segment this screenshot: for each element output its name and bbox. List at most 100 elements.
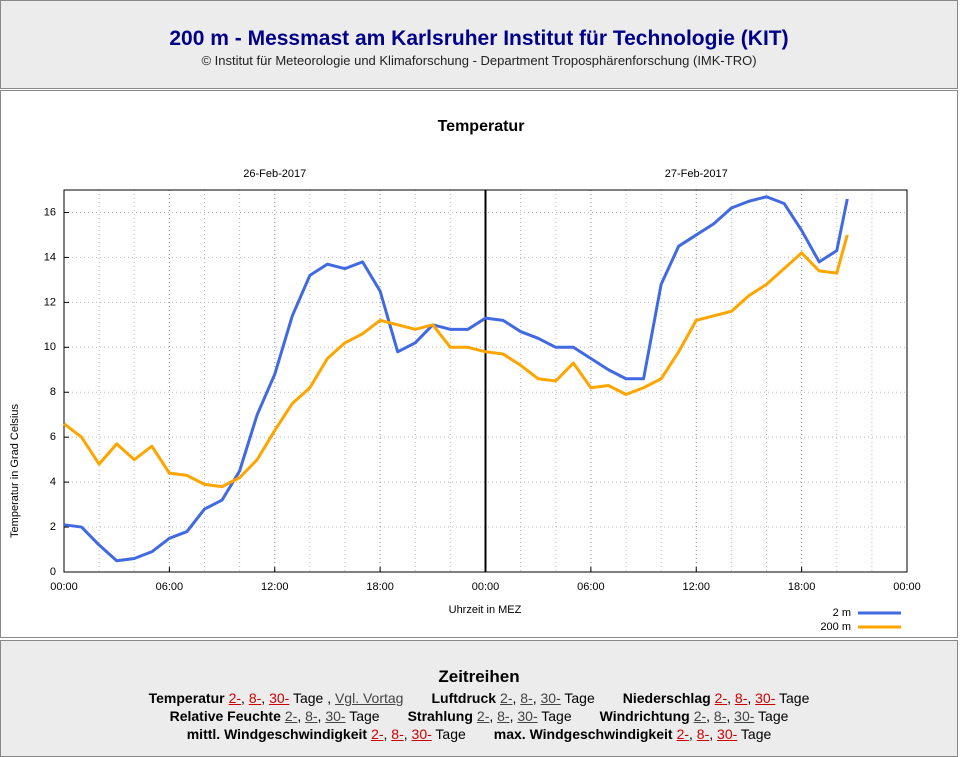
date-label: 26-Feb-2017 — [243, 168, 306, 180]
separator: , — [689, 726, 693, 742]
time-range-link[interactable]: 2- — [284, 708, 298, 724]
plot-frame — [63, 189, 908, 573]
time-range-link[interactable]: 2- — [228, 690, 242, 706]
y-tick-label: 12 — [44, 296, 56, 308]
link-label: Relative Feuchte — [169, 708, 281, 724]
x-tick-label: 12:00 — [261, 581, 289, 593]
separator: , — [241, 690, 245, 706]
link-label: Strahlung — [407, 708, 473, 724]
time-range-link[interactable]: 8- — [520, 690, 533, 706]
time-range-link[interactable]: 2- — [476, 708, 490, 724]
link-item: Strahlung 2-, 8-, 30- Tage — [408, 708, 572, 724]
y-tick-label: 10 — [44, 341, 56, 353]
link-item: Niederschlag 2-, 8-, 30- Tage — [623, 690, 810, 706]
legend-label: 200 m — [820, 621, 851, 633]
time-range-link[interactable]: 8- — [497, 708, 510, 724]
time-range-link[interactable]: 30- — [325, 708, 346, 724]
separator: , — [403, 726, 408, 742]
links-panel: Zeitreihen Temperatur 2-, 8-, 30- Tage , … — [0, 640, 958, 757]
time-range-link[interactable]: 30- — [734, 708, 755, 724]
link-rows: Temperatur 2-, 8-, 30- Tage , Vgl. Vortag… — [1, 689, 957, 743]
separator: , — [261, 690, 266, 706]
separator: , — [726, 708, 731, 724]
header: 200 m - Messmast am Karlsruher Institut … — [0, 0, 958, 89]
x-tick-label: 06:00 — [577, 581, 605, 593]
links-title: Zeitreihen — [438, 667, 520, 686]
y-tick-label: 0 — [50, 566, 56, 578]
separator: , — [509, 708, 514, 724]
separator: , — [383, 726, 388, 742]
separator: , — [532, 690, 537, 706]
link-item: max. Windgeschwindigkeit 2-, 8-, 30- Tage — [494, 726, 772, 742]
separator: , — [489, 708, 494, 724]
separator: , — [297, 708, 302, 724]
separator: , — [747, 690, 752, 706]
link-label: Luftdruck — [431, 690, 497, 706]
x-tick-label: 00:00 — [893, 581, 921, 593]
time-range-link[interactable]: 2- — [714, 690, 728, 706]
time-range-link[interactable]: 8- — [305, 708, 318, 724]
link-item: Windrichtung 2-, 8-, 30- Tage — [600, 708, 789, 724]
page-title: 200 m - Messmast am Karlsruher Institut … — [169, 27, 789, 50]
x-tick-label: 00:00 — [50, 581, 78, 593]
x-tick-label: 00:00 — [472, 581, 500, 593]
y-axis-label: Temperatur in Grad Celsius — [9, 404, 21, 538]
link-label: mittl. Windgeschwindigkeit — [186, 726, 368, 742]
separator: , — [317, 708, 322, 724]
unit: Tage — [740, 726, 772, 742]
date-label: 27-Feb-2017 — [665, 168, 728, 180]
separator: , — [727, 690, 732, 706]
time-range-link[interactable]: 8- — [696, 726, 710, 742]
time-range-link[interactable]: 2- — [693, 708, 707, 724]
x-axis-label: Uhrzeit in MEZ — [449, 604, 522, 616]
link-item: Relative Feuchte 2-, 8-, 30- Tage — [170, 708, 380, 724]
series-line — [63, 234, 849, 489]
time-range-link[interactable]: 8- — [713, 708, 727, 724]
chart-panel: Temperatur Uhrzeit in MEZ Temperatur in … — [0, 90, 958, 638]
legend-label: 2 m — [833, 607, 851, 619]
link-label: Niederschlag — [622, 690, 711, 706]
time-range-link[interactable]: 30- — [269, 690, 290, 706]
time-range-link[interactable]: 2- — [500, 690, 513, 706]
time-range-link[interactable]: 8- — [391, 726, 404, 742]
link-item: Temperatur 2-, 8-, 30- Tage , Vgl. Vortag — [149, 690, 404, 706]
y-tick-label: 14 — [44, 251, 56, 263]
link-label: max. Windgeschwindigkeit — [493, 726, 673, 742]
time-range-link[interactable]: 2- — [676, 726, 690, 742]
x-tick-label: 18:00 — [788, 581, 816, 593]
separator: , — [327, 690, 332, 706]
series-line — [63, 195, 849, 563]
unit: Tage — [349, 708, 380, 724]
link-item: Luftdruck 2-, 8-, 30- Tage — [431, 690, 594, 706]
y-tick-label: 6 — [50, 431, 56, 443]
y-tick-label: 8 — [50, 386, 56, 398]
y-tick-label: 2 — [50, 521, 56, 533]
link-item: mittl. Windgeschwindigkeit 2-, 8-, 30- Ta… — [187, 726, 466, 742]
x-tick-label: 06:00 — [156, 581, 184, 593]
time-range-link[interactable]: 30- — [411, 726, 432, 742]
unit: Tage — [564, 690, 595, 706]
time-range-link[interactable]: 30- — [717, 726, 738, 742]
unit: Tage — [541, 708, 572, 724]
y-tick-label: 4 — [50, 476, 56, 488]
x-tick-label: 12:00 — [682, 581, 710, 593]
separator: , — [512, 690, 517, 706]
time-range-link[interactable]: 2- — [371, 726, 384, 742]
time-range-link[interactable]: 30- — [540, 690, 561, 706]
unit: Tage — [292, 690, 324, 706]
link-label: Windrichtung — [599, 708, 690, 724]
extra-link[interactable]: Vgl. Vortag — [334, 690, 404, 706]
time-range-link[interactable]: 30- — [517, 708, 538, 724]
unit: Tage — [758, 708, 789, 724]
link-label: Temperatur — [148, 690, 225, 706]
chart-title: Temperatur — [438, 118, 525, 135]
time-range-link[interactable]: 8- — [734, 690, 748, 706]
unit: Tage — [435, 726, 466, 742]
time-range-link[interactable]: 8- — [248, 690, 262, 706]
link-row: Temperatur 2-, 8-, 30- Tage , Vgl. Vortag… — [1, 689, 957, 707]
separator: , — [706, 708, 711, 724]
separator: , — [709, 726, 714, 742]
link-row: mittl. Windgeschwindigkeit 2-, 8-, 30- Ta… — [1, 725, 957, 743]
time-range-link[interactable]: 30- — [755, 690, 776, 706]
